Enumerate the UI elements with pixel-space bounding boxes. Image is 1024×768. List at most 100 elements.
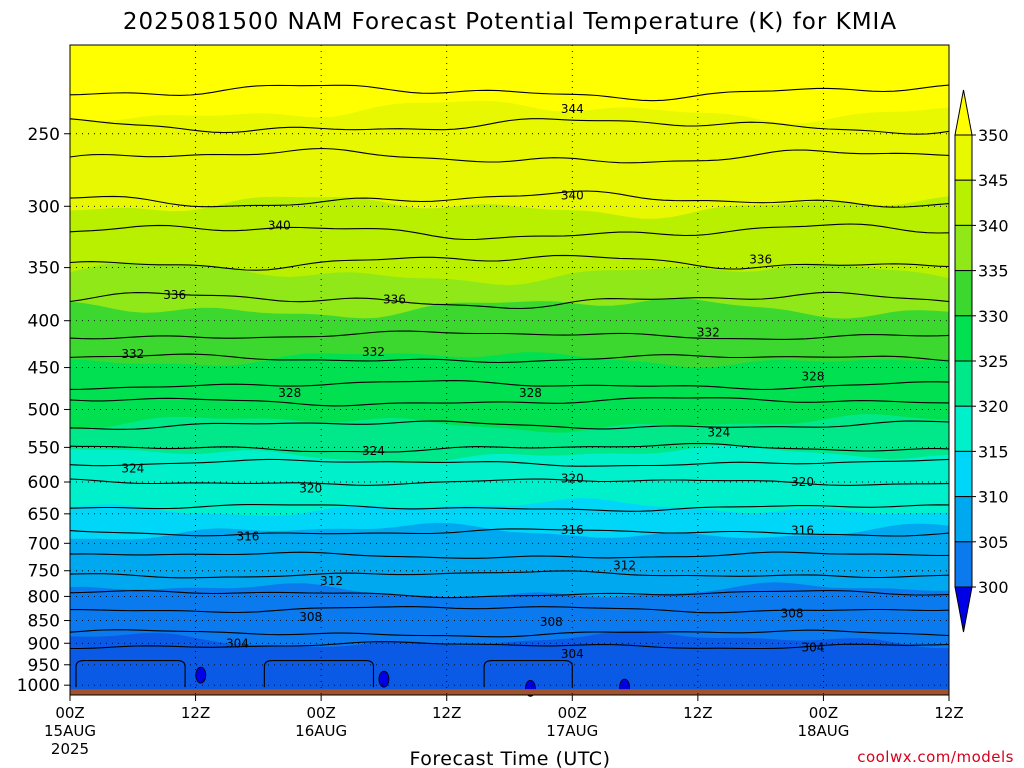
y-axis: 2503003504004505005506006507007508008509… [17, 125, 70, 696]
contour-label: 308 [299, 610, 322, 624]
contour-label: 340 [561, 189, 584, 203]
x-tick-date: 16AUG [295, 722, 347, 740]
contour-line-316 [69, 528, 950, 537]
colorbar-segment [954, 450, 973, 498]
colorbar-min-arrow [954, 586, 973, 633]
contour-line-326 [69, 420, 950, 430]
colorbar-segment [954, 270, 973, 317]
y-tick-label: 650 [28, 505, 60, 525]
y-tick-label: 250 [28, 125, 60, 145]
contour-line-346 [69, 118, 950, 135]
contour-label: 304 [802, 641, 825, 655]
y-tick-label: 450 [28, 359, 60, 379]
contour-line-348 [69, 84, 950, 102]
x-tick-label: 00Z [558, 704, 587, 722]
colorbar-label: 320 [978, 397, 1009, 416]
x-tick-label: 12Z [432, 704, 461, 722]
colorbar-segment [954, 315, 973, 362]
contour-label: 320 [561, 472, 584, 486]
y-tick-label: 550 [28, 438, 60, 458]
x-tick-year: 2025 [51, 740, 89, 758]
contour-label: 312 [613, 558, 636, 572]
contour-label: 304 [226, 636, 249, 650]
colorbar-label: 310 [978, 488, 1009, 507]
colorbar-label: 340 [978, 216, 1009, 235]
colorbar-label: 325 [978, 352, 1009, 371]
contour-label: 316 [236, 529, 259, 543]
cold-pocket [195, 666, 207, 684]
chart-title: 2025081500 NAM Forecast Potential Temper… [123, 9, 897, 35]
plot-frame [69, 44, 950, 696]
contour-line-302 [75, 660, 186, 688]
contour-line-320 [69, 478, 950, 486]
contour-line-342 [69, 190, 950, 208]
x-tick-label: 00Z [809, 704, 838, 722]
y-tick-label: 300 [28, 197, 60, 217]
y-tick-label: 1000 [17, 676, 60, 696]
contour-line-338 [69, 254, 950, 271]
colorbar-segment [954, 541, 973, 588]
contour-line-344 [69, 147, 950, 164]
colorbar-label: 350 [978, 126, 1009, 145]
contour-line-324 [69, 442, 950, 453]
colorbar-label: 315 [978, 442, 1009, 461]
contour-line-302 [483, 660, 573, 688]
contour-lines [69, 84, 950, 688]
contour-label: 324 [707, 426, 730, 440]
colorbar-segment [954, 224, 973, 272]
contour-line-310 [69, 590, 950, 599]
contour-label: 316 [791, 524, 814, 538]
contour-line-340 [69, 223, 950, 241]
contour-label: 324 [121, 462, 144, 476]
x-tick-date: 15AUG [44, 722, 96, 740]
contour-line-336 [69, 291, 950, 310]
contour-label: 312 [320, 574, 343, 588]
colorbar-label: 300 [978, 578, 1009, 597]
x-axis-label: Forecast Time (UTC) [410, 748, 611, 768]
contour-label: 308 [540, 615, 563, 629]
contour-line-306 [69, 629, 950, 638]
contour-line-314 [69, 551, 950, 559]
colorbar-label: 305 [978, 533, 1009, 552]
contour-label: 328 [519, 386, 542, 400]
y-tick-label: 500 [28, 400, 60, 420]
y-tick-label: 750 [28, 562, 60, 582]
y-tick-label: 350 [28, 259, 60, 279]
x-tick-label: 00Z [55, 704, 84, 722]
colorbar-segment [954, 179, 973, 226]
colorbar-segment [954, 360, 973, 407]
contour-label: 336 [383, 292, 406, 306]
contour-line-332 [69, 353, 950, 364]
contour-labels: 344 340 340 336 336 336 332 332 332 328 328 328 324 3… [121, 102, 825, 661]
contour-label: 328 [278, 386, 301, 400]
contour-line-308 [70, 606, 950, 614]
colorbar-segment [954, 405, 973, 452]
contour-line-312 [69, 570, 950, 579]
contour-label: 328 [802, 369, 825, 383]
contour-line-304 [70, 641, 950, 650]
colorbar-max-arrow [954, 89, 973, 136]
x-tick-label: 12Z [181, 704, 210, 722]
credit-link[interactable]: coolwx.com/models [857, 748, 1014, 766]
y-tick-label: 700 [28, 534, 60, 554]
contour-line-330 [69, 380, 950, 391]
contour-label: 332 [362, 345, 385, 359]
colorbar-label: 345 [978, 171, 1009, 190]
contour-label: 336 [163, 288, 186, 302]
x-tick-date: 18AUG [797, 722, 849, 740]
contour-label: 340 [268, 219, 291, 233]
contour-label: 332 [121, 347, 144, 361]
y-tick-label: 600 [28, 473, 60, 493]
contour-label: 336 [749, 253, 772, 267]
cold-pocket [378, 670, 390, 688]
colorbar-label: 335 [978, 262, 1009, 281]
contour-line-334 [69, 330, 950, 340]
contour-label: 332 [697, 325, 720, 339]
contour-label: 320 [791, 475, 814, 489]
contour-line-302 [263, 660, 375, 688]
x-tick-label: 12Z [683, 704, 712, 722]
y-tick-label: 900 [28, 634, 60, 654]
y-tick-label: 400 [28, 312, 60, 332]
contour-line-318 [69, 504, 950, 512]
